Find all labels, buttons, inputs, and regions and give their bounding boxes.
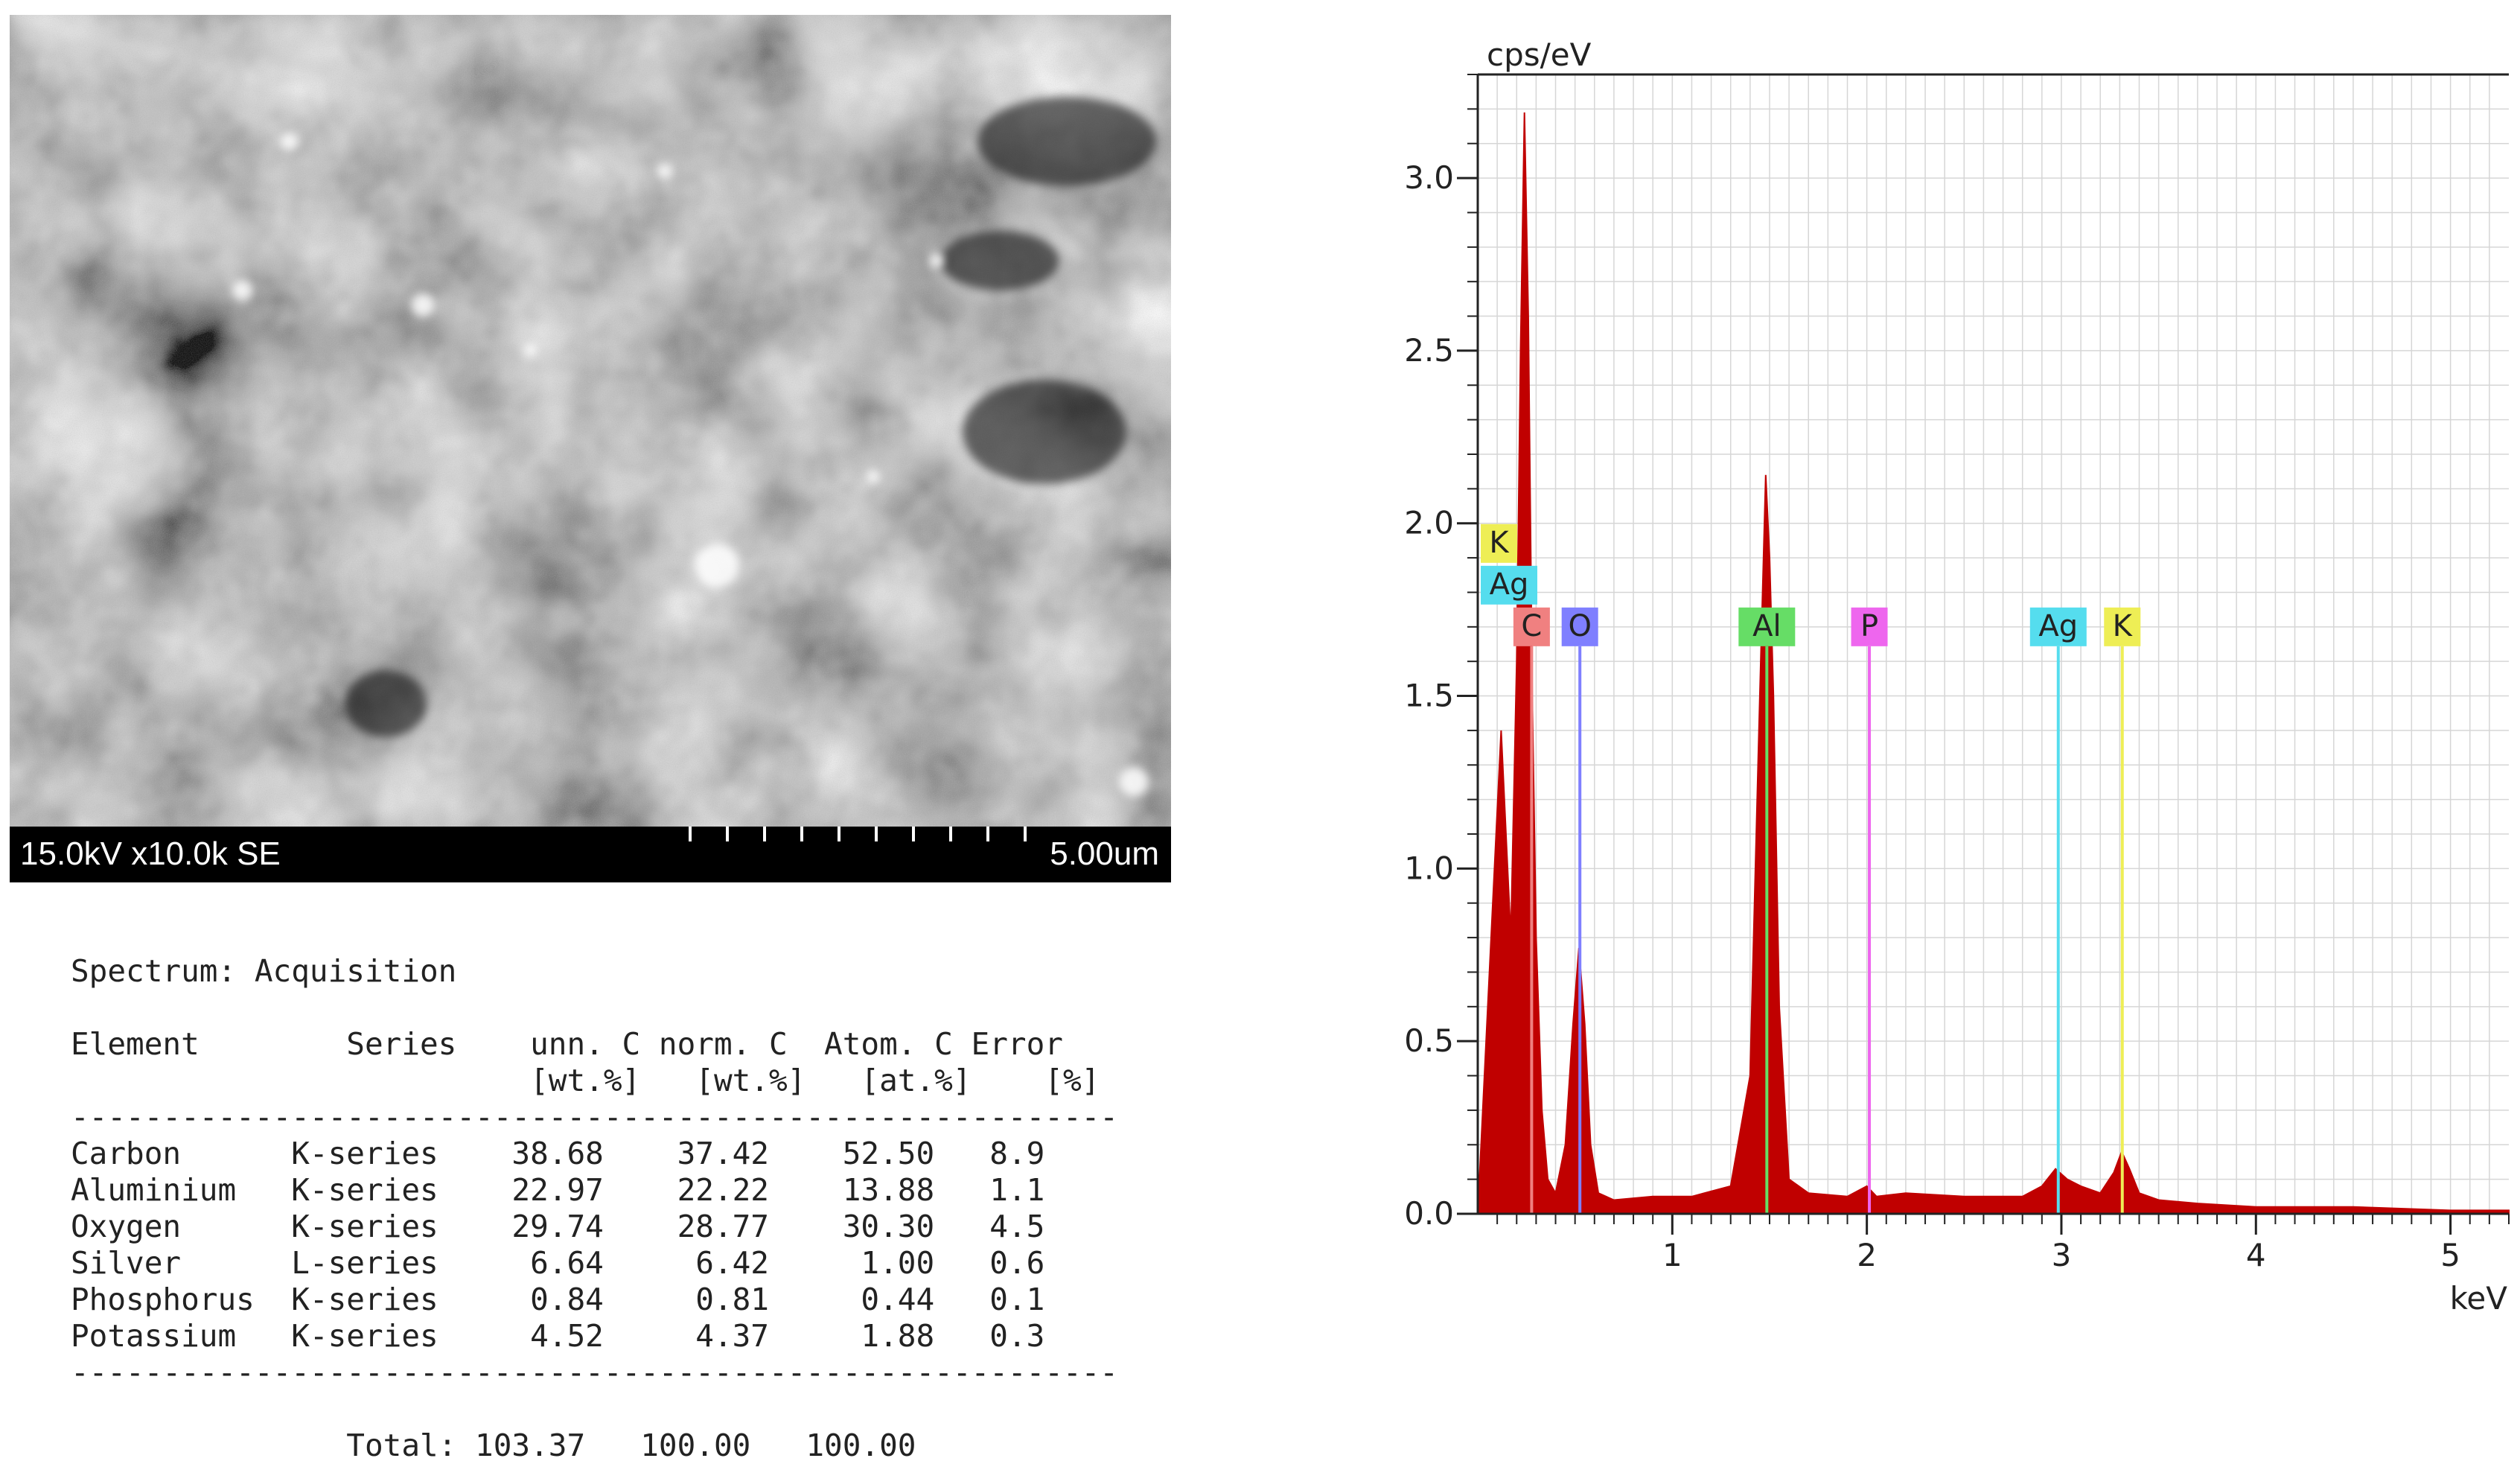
table-blank-line (71, 1391, 1118, 1428)
element-tag-k-bg (2104, 607, 2141, 646)
sem-bright-particles (232, 133, 1149, 797)
y-axis-label: cps/eV (1487, 36, 1592, 73)
element-tag-o: O (1568, 609, 1591, 643)
element-tag-o-bg (1561, 607, 1598, 646)
element-tags-layer: C O Al P Ag K Ag K (1481, 523, 2141, 646)
element-tag-c-bg (1513, 607, 1550, 646)
table-row: Oxygen K-series 29.74 28.77 30.30 4.5 (71, 1209, 1045, 1244)
eds-spectrum-chart: 0.0 0.5 1.0 1.5 2.0 2.5 3.0 1 2 3 4 5 cps/eV keV C O Al… (1404, 36, 2510, 1317)
sem-dark-pores (345, 97, 1156, 737)
element-tag-k-bg (1481, 523, 1517, 563)
sem-scale-bar (689, 827, 1027, 841)
eds-quant-table: Spectrum: Acquisition Element Series unn… (71, 953, 1118, 1464)
y-tick-label: 1.0 (1404, 850, 1454, 886)
y-tick-label: 3.0 (1404, 159, 1454, 196)
y-tick-label: 2.0 (1404, 505, 1454, 541)
x-tick-label: 2 (1857, 1237, 1877, 1273)
element-tag-ag: Ag (2038, 609, 2078, 643)
table-row: Phosphorus K-series 0.84 0.81 0.44 0.1 (71, 1282, 1045, 1317)
sem-acquisition-params: 15.0kV x10.0k SE (20, 836, 281, 872)
element-tag-al: Al (1752, 609, 1781, 643)
table-separator: ----------------------------------------… (71, 1099, 1118, 1135)
sem-info-bar: 15.0kV x10.0k SE 5.00um (10, 827, 1171, 882)
table-header-row: Element Series unn. C norm. C Atom. C Er… (71, 1026, 1063, 1062)
table-total-row: Total: 103.37 100.00 100.00 (71, 1428, 916, 1463)
element-tag-ag: Ag (1490, 567, 1529, 602)
x-axis-label: keV (2450, 1280, 2508, 1317)
element-lines-layer (1530, 646, 2124, 1214)
table-row: Carbon K-series 38.68 37.42 52.50 8.9 (71, 1136, 1045, 1171)
chart-grid (1478, 74, 2509, 1214)
table-row: Potassium K-series 4.52 4.37 1.88 0.3 (71, 1318, 1045, 1354)
chart-axes: 0.0 0.5 1.0 1.5 2.0 2.5 3.0 1 2 3 4 5 cps/eV keV (1404, 36, 2510, 1317)
table-units-row: [wt.%] [wt.%] [at.%] [%] (71, 1063, 1100, 1098)
element-tag-al-bg (1738, 607, 1796, 646)
table-rows: Carbon K-series 38.68 37.42 52.50 8.9 Alu… (71, 1136, 1118, 1355)
y-tick-label: 2.5 (1404, 332, 1454, 369)
table-row: Silver L-series 6.64 6.42 1.00 0.6 (71, 1245, 1045, 1281)
element-tag-k: K (2113, 609, 2134, 643)
element-tag-ag-bg (1481, 565, 1537, 605)
y-tick-label: 0.5 (1404, 1022, 1454, 1059)
y-tick-label: 1.5 (1404, 678, 1454, 714)
sem-micrograph-panel: 15.0kV x10.0k SE 5.00um (10, 15, 1171, 882)
spectrum-area (1476, 112, 2510, 1215)
spectrum-layer (1476, 112, 2510, 1215)
x-tick-label: 5 (2440, 1237, 2460, 1273)
table-separator: ----------------------------------------… (71, 1355, 1118, 1390)
y-tick-label: 0.0 (1404, 1195, 1454, 1232)
table-blank-line (71, 990, 1118, 1026)
element-tag-p-bg (1851, 607, 1888, 646)
table-row: Aluminium K-series 22.97 22.22 13.88 1.1 (71, 1172, 1045, 1208)
element-tag-k: K (1489, 526, 1510, 560)
x-tick-label: 4 (2246, 1237, 2266, 1273)
element-tag-c: C (1521, 609, 1542, 643)
element-tag-ag-bg (2029, 607, 2087, 646)
table-title: Spectrum: Acquisition (71, 953, 457, 989)
x-tick-label: 1 (1662, 1237, 1682, 1273)
x-tick-label: 3 (2052, 1237, 2072, 1273)
sem-scale-label: 5.00um (1050, 836, 1159, 872)
sem-micrograph-image (10, 15, 1171, 827)
element-tag-p: P (1860, 609, 1878, 643)
